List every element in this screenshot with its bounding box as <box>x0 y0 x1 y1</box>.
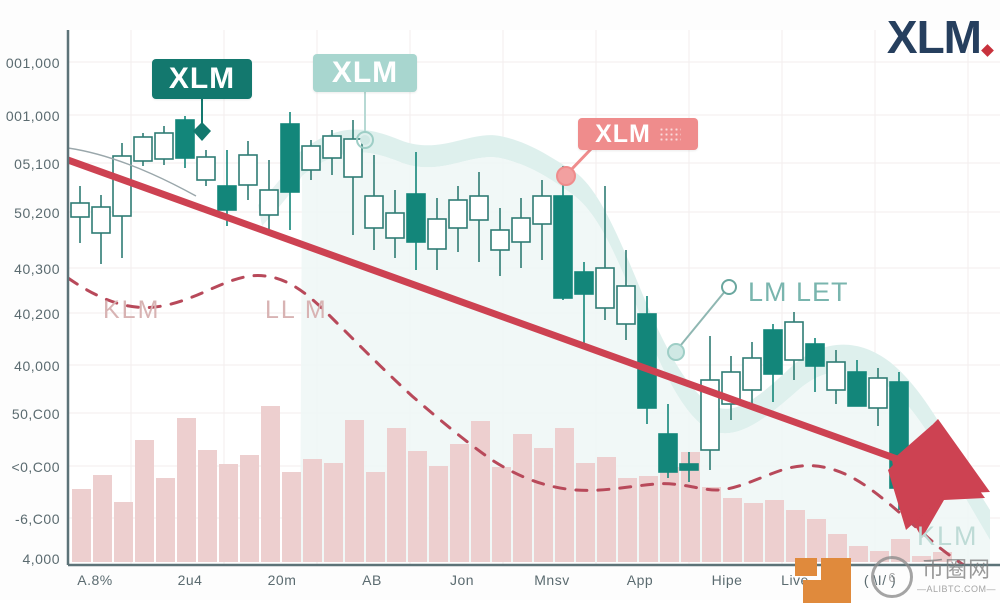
lmlet-marker-end <box>721 279 737 295</box>
brand-logo-text: XLM <box>886 11 982 63</box>
ma-line-grey <box>68 147 197 197</box>
lm-let-label: LM LET <box>748 277 849 307</box>
annotation-tag-dots-icon <box>658 127 681 141</box>
tag1-marker <box>193 122 211 141</box>
orange-block-graphic <box>795 558 851 603</box>
brand-logo: XLM <box>886 11 994 63</box>
watermark-klm-bottom-right: KLM <box>917 521 979 551</box>
watermark-text-stack: 币圈网 —ALIBTC.COM— <box>916 558 996 595</box>
tag3-marker <box>556 166 576 186</box>
annotation-tag-label: XLM <box>168 62 236 95</box>
y-tick-label: 40,200 <box>14 306 60 322</box>
volume-bars <box>72 406 952 562</box>
y-tick-label: 05,100 <box>14 156 60 172</box>
tag2-marker <box>356 131 374 149</box>
y-tick-label: 40,000 <box>14 358 60 374</box>
y-tick-label: <0,C00 <box>11 459 60 475</box>
brand-diamond-icon <box>981 44 994 57</box>
annotation-tag-xlm-3[interactable]: XLM <box>578 118 698 150</box>
watermark-llm-mid: LL M <box>265 296 328 324</box>
watermark-klm-left: KLM <box>103 296 161 324</box>
x-tick-label: 20m <box>267 572 297 588</box>
tag3-leader <box>567 146 594 174</box>
lmlet-leader <box>675 289 727 352</box>
down-arrow-head <box>888 419 990 530</box>
y-tick-label: 4,000 <box>22 551 60 567</box>
y-tick-label: 001,000 <box>5 108 60 124</box>
x-tick-label: AB <box>362 572 382 588</box>
y-tick-label: -6,C00 <box>14 511 60 527</box>
candlestick-series <box>70 112 909 510</box>
dashed-indicator-line <box>68 274 967 565</box>
annotation-tag-xlm-2[interactable]: XLM <box>313 54 417 92</box>
x-tick-label: Mnsv <box>534 572 570 588</box>
watermark-mark-glyph: 6 <box>888 569 896 585</box>
x-tick-label: 2u4 <box>177 572 203 588</box>
annotation-tag-label: XLM <box>595 119 651 148</box>
tag2-marker-inner <box>360 135 370 145</box>
x-tick-label: Hipe <box>711 572 743 588</box>
x-tick-label: App <box>626 572 654 588</box>
watermark-cn-text: 币圈网 <box>921 558 991 583</box>
site-watermark: 6 币圈网 —ALIBTC.COM— <box>870 556 996 598</box>
x-tick-label: Jon <box>449 572 475 588</box>
annotation-tag-label: XLM <box>331 56 399 89</box>
watermark-ring-icon: 6 <box>870 556 913 598</box>
y-tick-label: 001,000 <box>5 55 60 71</box>
x-tick-label: A.8% <box>77 572 113 588</box>
red-trend-line <box>68 156 926 472</box>
y-tick-label: 40,300 <box>14 261 60 277</box>
annotation-tag-xlm-1[interactable]: XLM <box>152 59 252 99</box>
watermark-domain-text: —ALIBTC.COM— <box>916 584 996 594</box>
y-tick-label: 50,200 <box>14 205 60 221</box>
lmlet-marker-start <box>667 343 685 361</box>
y-tick-label: 50,C00 <box>11 406 60 422</box>
